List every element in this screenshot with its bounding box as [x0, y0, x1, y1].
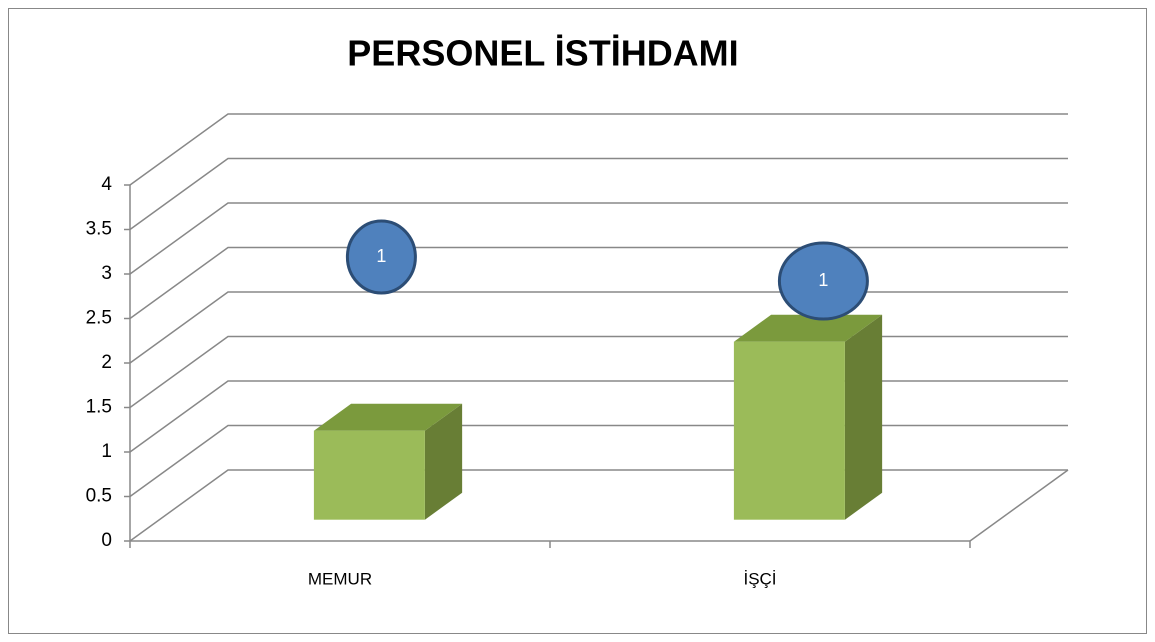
bar [733, 341, 845, 520]
y-tick-label: 4 [101, 174, 112, 195]
annotation: 1 [818, 270, 828, 290]
annotation-bubble [777, 241, 869, 321]
chart-title: PERSONEL İSTİHDAMI [347, 33, 738, 74]
bar-top [733, 314, 883, 342]
floor-edge [969, 469, 1069, 542]
y-tick-label: 2 [101, 352, 112, 373]
bar [313, 430, 425, 520]
annotation: 1 [376, 246, 386, 266]
y-tick-label: 3.5 [86, 219, 112, 240]
y-tick-label: 0.5 [86, 486, 112, 507]
y-tick-label: 1 [101, 441, 112, 462]
grid-line [129, 113, 1068, 186]
y-tick-label: 3 [101, 263, 112, 284]
y-tick-label: 0 [101, 530, 112, 551]
bar-side [844, 314, 883, 520]
chart-frame [8, 8, 1147, 634]
grid-line [129, 157, 1068, 231]
x-tick-label: MEMUR [308, 569, 372, 588]
grid-line [129, 202, 1068, 275]
x-tick-label: İŞÇİ [743, 569, 776, 588]
grid-line [129, 246, 1068, 320]
annotation-bubble [345, 219, 417, 295]
bar-top [313, 403, 463, 431]
y-tick-label: 1.5 [86, 397, 112, 418]
bar-side [424, 403, 463, 520]
y-tick-label: 2.5 [86, 308, 112, 329]
